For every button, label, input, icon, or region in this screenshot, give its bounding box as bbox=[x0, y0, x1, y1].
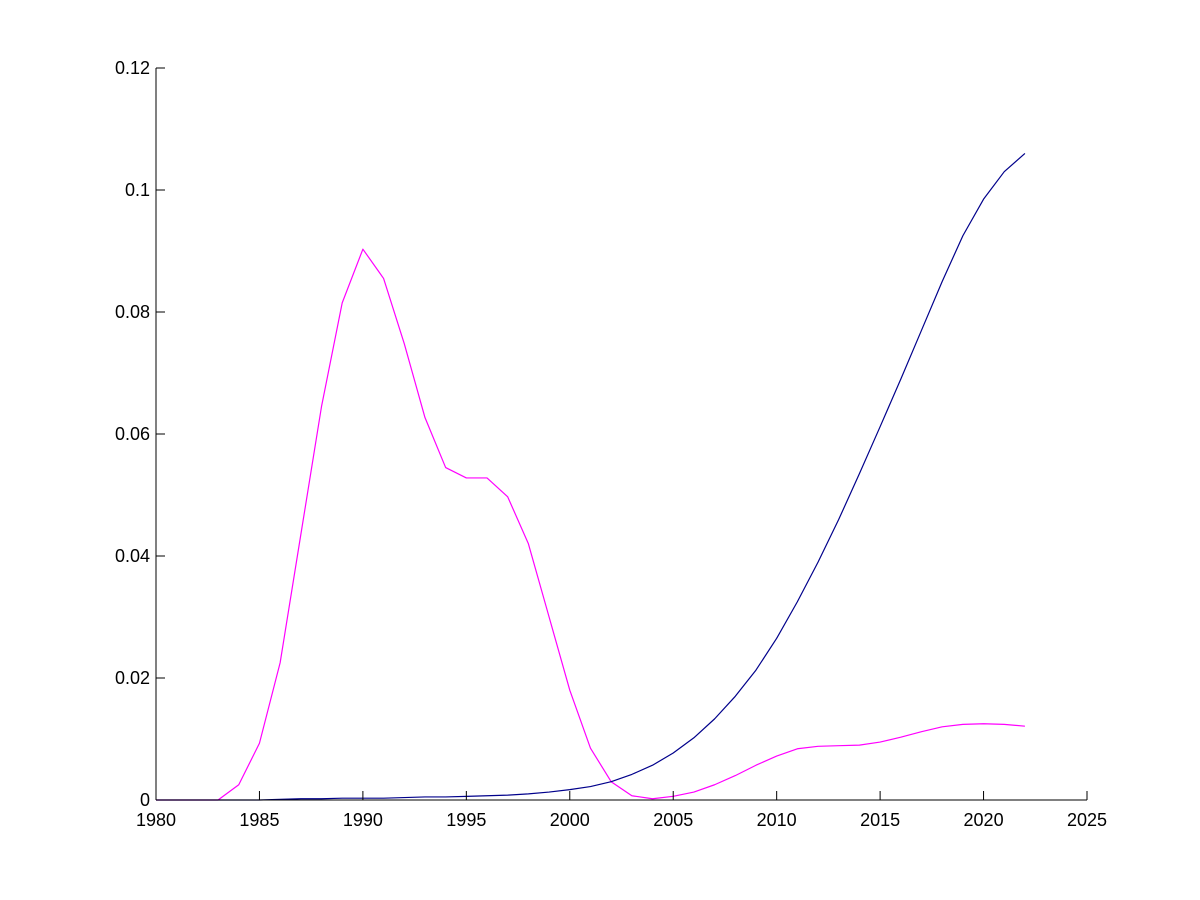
series-1-point bbox=[527, 542, 530, 545]
x-tick-label: 2000 bbox=[550, 810, 590, 830]
x-tick-label: 1990 bbox=[343, 810, 383, 830]
series-1-point bbox=[423, 416, 426, 419]
series-1-point bbox=[589, 747, 592, 750]
series-1-point bbox=[568, 689, 571, 692]
y-tick-label: 0.12 bbox=[115, 58, 150, 78]
x-tick-label: 2020 bbox=[964, 810, 1004, 830]
series-1-point bbox=[817, 745, 820, 748]
series-2-point bbox=[1023, 152, 1026, 155]
series-2-point bbox=[506, 794, 509, 797]
series-1-point bbox=[361, 248, 364, 251]
series-group-1 bbox=[156, 248, 1026, 801]
series-2-point bbox=[961, 234, 964, 237]
series-1-point bbox=[299, 533, 302, 536]
series-2-point bbox=[423, 795, 426, 798]
series-1-point bbox=[920, 730, 923, 733]
x-tick-label: 2005 bbox=[653, 810, 693, 830]
series-1-point bbox=[1003, 723, 1006, 726]
series-1-point bbox=[1023, 725, 1026, 728]
series-2-point bbox=[568, 788, 571, 791]
series-1-point bbox=[486, 476, 489, 479]
series-1-point bbox=[775, 755, 778, 758]
series-1-point bbox=[403, 342, 406, 345]
series-2-point bbox=[630, 773, 633, 776]
series-1-point bbox=[237, 783, 240, 786]
y-tick-label: 0.1 bbox=[125, 180, 150, 200]
series-2-point bbox=[734, 695, 737, 698]
series-line-2 bbox=[156, 152, 1026, 801]
y-tick-label: 0.08 bbox=[115, 302, 150, 322]
series-1-point bbox=[279, 661, 282, 664]
series-group-2 bbox=[156, 152, 1026, 801]
series-2-point bbox=[672, 752, 675, 755]
series-2-point bbox=[692, 736, 695, 739]
series-2-point bbox=[527, 792, 530, 795]
series-2-point bbox=[713, 717, 716, 720]
series-1-point bbox=[465, 476, 468, 479]
series-2-point bbox=[341, 797, 344, 800]
series-2-point bbox=[754, 669, 757, 672]
x-ticks: 1980 1985 1990 1995 2000 2005 2010 2015 2020 2025 bbox=[136, 791, 1107, 830]
x-tick-label: 1985 bbox=[239, 810, 279, 830]
series-1-point bbox=[899, 736, 902, 739]
series-line-1 bbox=[156, 248, 1025, 801]
series-1-point bbox=[630, 794, 633, 797]
series-2-point bbox=[858, 472, 861, 475]
series-2-point bbox=[941, 280, 944, 283]
series-1-point bbox=[506, 495, 509, 498]
x-tick-label: 1980 bbox=[136, 810, 176, 830]
series-2-point bbox=[775, 637, 778, 640]
series-1-point bbox=[754, 764, 757, 767]
series-1-point bbox=[320, 405, 323, 408]
y-tick-label: 0 bbox=[140, 790, 150, 810]
y-tick-label: 0.02 bbox=[115, 668, 150, 688]
series-2-point bbox=[879, 425, 882, 428]
series-2-point bbox=[548, 791, 551, 794]
series-1-point bbox=[444, 466, 447, 469]
series-1-point bbox=[382, 277, 385, 280]
series-2-point bbox=[1003, 170, 1006, 173]
series-2-point bbox=[382, 797, 385, 800]
series-2-point bbox=[899, 378, 902, 381]
series-1-point bbox=[713, 783, 716, 786]
y-tick-label: 0.06 bbox=[115, 424, 150, 444]
series-2-point bbox=[796, 600, 799, 603]
series-2-point bbox=[444, 795, 447, 798]
series-1-point bbox=[734, 774, 737, 777]
y-tick-label: 0.04 bbox=[115, 546, 150, 566]
series-1-point bbox=[837, 744, 840, 747]
series-1-point bbox=[796, 747, 799, 750]
series-2-point bbox=[920, 329, 923, 332]
series-2-point bbox=[651, 764, 654, 767]
series-1-point bbox=[879, 741, 882, 744]
series-2-point bbox=[403, 796, 406, 799]
series-2-point bbox=[817, 561, 820, 564]
series-1-point bbox=[941, 725, 944, 728]
series-2-point bbox=[610, 780, 613, 783]
x-tick-label: 2010 bbox=[757, 810, 797, 830]
series-2-point bbox=[982, 198, 985, 201]
series-1-point bbox=[692, 791, 695, 794]
series-2-point bbox=[837, 518, 840, 521]
series-1-point bbox=[548, 616, 551, 619]
series-2-point bbox=[589, 785, 592, 788]
x-tick-label: 2015 bbox=[860, 810, 900, 830]
series-layer bbox=[156, 152, 1026, 801]
x-tick-label: 2025 bbox=[1067, 810, 1107, 830]
series-1-point bbox=[982, 722, 985, 725]
series-1-point bbox=[258, 742, 261, 745]
series-2-point bbox=[486, 794, 489, 797]
series-1-point bbox=[341, 301, 344, 304]
x-tick-label: 1995 bbox=[446, 810, 486, 830]
series-1-point bbox=[961, 723, 964, 726]
y-ticks: 0 0.02 0.04 0.06 0.08 0.1 0.12 bbox=[115, 58, 165, 810]
series-1-point bbox=[858, 744, 861, 747]
